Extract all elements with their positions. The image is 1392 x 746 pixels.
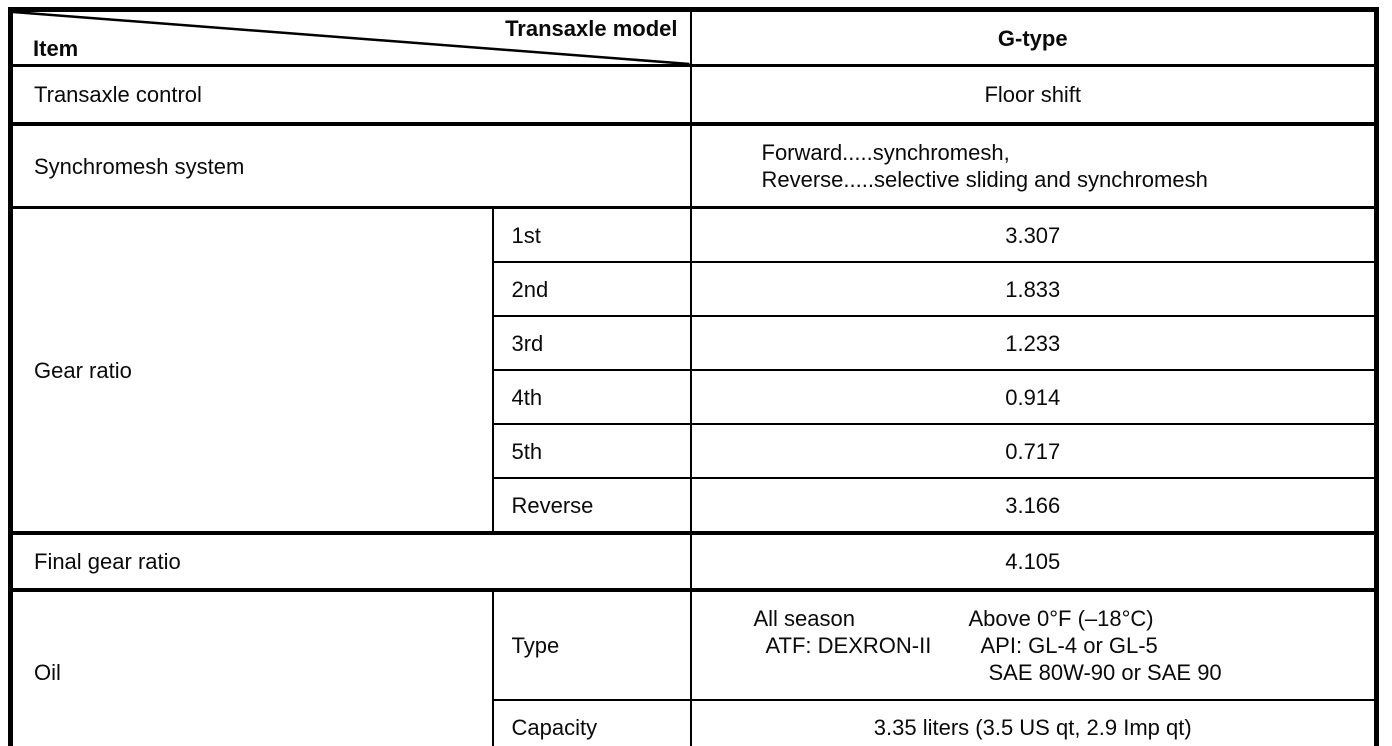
row-oil-type: Oil Type All season ATF: DEXRON-II Above… bbox=[9, 588, 1378, 746]
gear-3rd-label: 3rd bbox=[491, 315, 692, 371]
gear-5th-label: 5th bbox=[491, 423, 692, 479]
gear-2nd-label: 2nd bbox=[491, 261, 692, 317]
gear-reverse-label: Reverse bbox=[491, 477, 692, 534]
synchromesh-reverse-line: Reverse.....selective sliding and synchr… bbox=[761, 167, 1208, 192]
row-oil-capacity: Capacity 3.35 liters (3.5 US qt, 2.9 Imp… bbox=[11, 699, 1378, 746]
synchromesh-value-cell: Forward.....synchromesh, Reverse.....sel… bbox=[689, 122, 1378, 209]
row-gear-reverse: Reverse 3.166 bbox=[11, 477, 1378, 534]
row-gear-2nd: 2nd 1.833 bbox=[11, 261, 1378, 317]
table-header-row: Transaxle model Item G-type bbox=[9, 8, 1378, 67]
oil-type-value-cell: All season ATF: DEXRON-II Above 0°F (–18… bbox=[689, 588, 1378, 701]
row-gear-4th: 4th 0.914 bbox=[11, 369, 1378, 425]
row-synchromesh-system: Synchromesh system Forward.....synchrome… bbox=[9, 122, 1378, 209]
oil-type-label: Type bbox=[491, 588, 692, 701]
gear-2nd-value: 1.833 bbox=[689, 261, 1378, 317]
row-final-gear-ratio: Final gear ratio 4.105 bbox=[9, 531, 1378, 591]
oil-above-0f-spec2: SAE 80W-90 or SAE 90 bbox=[988, 660, 1222, 685]
final-gear-ratio-label: Final gear ratio bbox=[9, 531, 692, 591]
gear-1st-label: 1st bbox=[491, 206, 692, 263]
transaxle-control-label: Transaxle control bbox=[9, 64, 692, 125]
gear-ratio-group-label: Gear ratio bbox=[9, 206, 494, 534]
oil-all-season-title: All season bbox=[753, 606, 856, 631]
header-gtype-label: G-type bbox=[689, 8, 1378, 67]
header-item-label: Item bbox=[33, 36, 79, 61]
oil-capacity-value: 3.35 liters (3.5 US qt, 2.9 Imp qt) bbox=[689, 699, 1378, 746]
oil-above-0f-spec1: API: GL-4 or GL-5 bbox=[980, 633, 1158, 658]
transaxle-specification-table: Transaxle model Item G-type Transaxle co… bbox=[8, 7, 1379, 746]
header-model-label: Transaxle model bbox=[505, 16, 678, 41]
gear-1st-value: 3.307 bbox=[689, 206, 1378, 263]
final-gear-ratio-value: 4.105 bbox=[689, 531, 1378, 591]
gear-4th-label: 4th bbox=[491, 369, 692, 425]
oil-above-0f-title: Above 0°F (–18°C) bbox=[968, 606, 1154, 631]
diagonal-divider-line bbox=[13, 12, 690, 64]
row-gear-1st: Gear ratio 1st 3.307 bbox=[9, 206, 1378, 534]
row-transaxle-control: Transaxle control Floor shift bbox=[9, 64, 1378, 125]
gear-5th-value: 0.717 bbox=[689, 423, 1378, 479]
gear-3rd-value: 1.233 bbox=[689, 315, 1378, 371]
header-diagonal-cell: Transaxle model Item bbox=[9, 8, 692, 67]
gear-reverse-value: 3.166 bbox=[689, 477, 1378, 534]
synchromesh-forward-line: Forward.....synchromesh, bbox=[761, 140, 1010, 165]
oil-all-season-block: All season ATF: DEXRON-II bbox=[754, 605, 932, 659]
oil-above-0f-block: Above 0°F (–18°C) API: GL-4 or GL-5 SAE … bbox=[969, 605, 1222, 686]
row-gear-5th: 5th 0.717 bbox=[11, 423, 1378, 479]
gear-4th-value: 0.914 bbox=[689, 369, 1378, 425]
oil-capacity-label: Capacity bbox=[491, 699, 692, 746]
oil-all-season-spec: ATF: DEXRON-II bbox=[765, 633, 932, 658]
row-gear-3rd: 3rd 1.233 bbox=[11, 315, 1378, 371]
oil-group-label: Oil bbox=[9, 588, 494, 746]
synchromesh-label: Synchromesh system bbox=[9, 122, 692, 209]
transaxle-control-value: Floor shift bbox=[689, 64, 1378, 125]
